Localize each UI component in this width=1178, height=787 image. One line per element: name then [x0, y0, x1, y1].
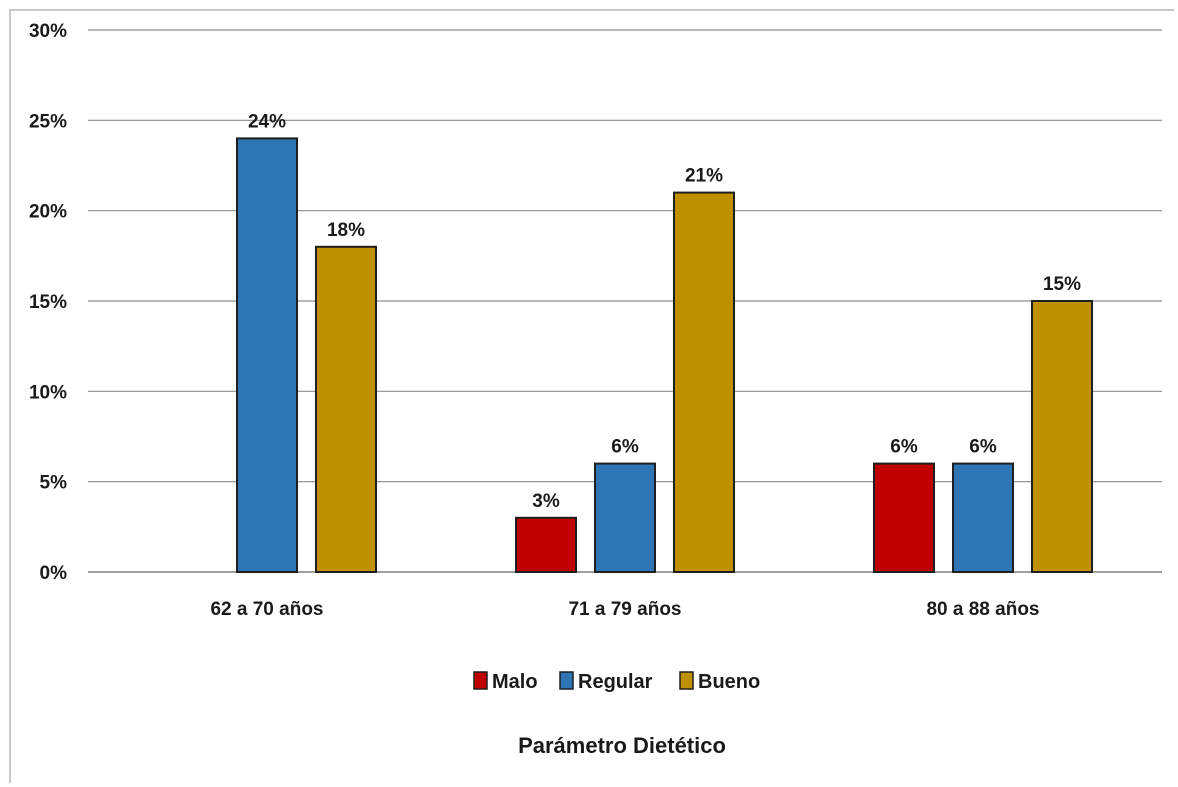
data-label: 18% [327, 220, 365, 241]
data-label: 6% [969, 437, 997, 458]
bar [952, 462, 1014, 574]
data-label: 6% [611, 437, 639, 458]
legend-label: Malo [492, 671, 538, 693]
legend-label: Regular [578, 671, 653, 693]
x-category-label: 71 a 79 años [568, 599, 681, 620]
bar [1031, 300, 1093, 573]
x-axis-label: Parámetro Dietético [518, 733, 726, 758]
legend-label: Bueno [698, 671, 760, 693]
y-tick-label: 30% [29, 21, 67, 42]
y-tick-label: 15% [29, 292, 67, 313]
bar [594, 462, 656, 574]
data-label: 6% [890, 437, 918, 458]
data-label: 21% [685, 166, 723, 187]
bar [515, 516, 577, 573]
legend-swatch [473, 671, 488, 690]
x-category-label: 80 a 88 años [926, 599, 1039, 620]
bar [236, 137, 298, 573]
legend-swatch [559, 671, 574, 690]
data-label: 15% [1043, 274, 1081, 295]
legend-swatch [679, 671, 694, 690]
y-tick-label: 25% [29, 111, 67, 132]
bar [673, 191, 735, 573]
bar [873, 462, 935, 574]
bar [315, 245, 377, 574]
y-tick-label: 5% [40, 473, 68, 494]
y-tick-label: 0% [40, 563, 68, 584]
x-category-label: 62 a 70 años [210, 599, 323, 620]
data-label: 24% [248, 111, 286, 132]
y-tick-label: 10% [29, 382, 67, 403]
chart-frame [9, 9, 1174, 783]
data-label: 3% [532, 491, 560, 512]
y-tick-label: 20% [29, 202, 67, 223]
